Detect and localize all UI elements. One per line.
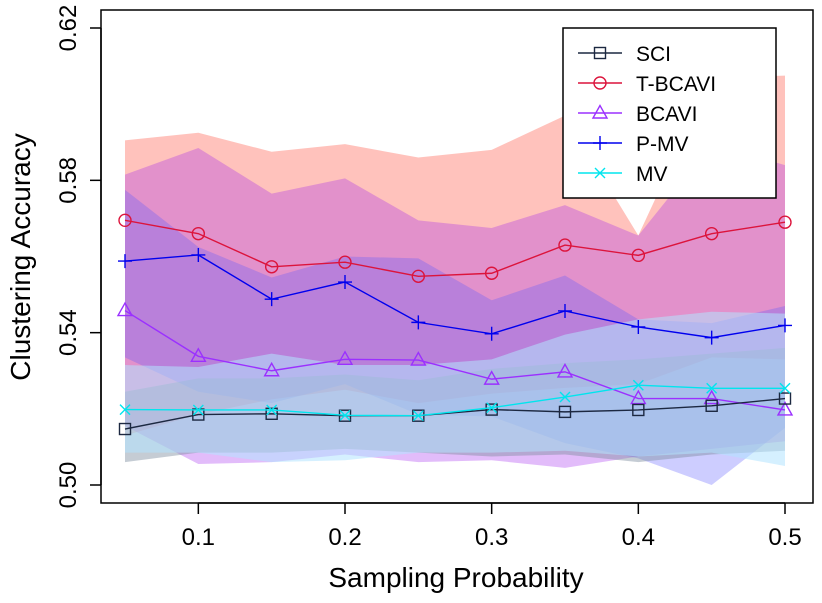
bcavi-point [630,389,647,405]
legend-entry-sci: SCI [578,43,671,66]
p-mv-point [264,292,279,307]
sci-point [778,392,792,405]
bcavi-point [116,301,134,317]
y-axis-title: Clustering Accuracy [5,133,36,380]
legend-label: BCAVI [636,103,697,126]
legend-marker [593,76,607,90]
t-bcavi-point [484,266,499,280]
legend-label: T-BCAVI [636,73,716,96]
bcavi-point [410,351,427,366]
mv-point [192,404,204,416]
p-mv-point [411,315,426,330]
legend-marker [591,104,609,119]
sci-point [632,403,645,417]
mv-point [486,402,498,414]
bcavi-point [703,389,720,405]
mv-series [119,379,791,422]
t-bcavi-point [631,248,646,263]
mv-point [706,382,718,394]
legend-entry-bcavi: BCAVI [578,103,697,126]
p-mv-point [118,254,132,269]
sci-line [124,397,786,430]
mv-point [559,391,571,403]
x-tick-label: 0.4 [622,524,655,551]
sci-series [118,392,792,436]
legend-label: SCI [636,43,671,66]
bcavi-line [124,309,786,411]
y-tick-label: 0.54 [55,309,82,356]
t-bcavi-point [778,215,792,229]
t-bcavi-point [118,213,132,228]
y-tick-label: 0.62 [55,5,82,52]
y-tick-label: 0.50 [55,462,82,509]
x-axis: 0.1 0.2 0.3 0.4 0.5 [182,502,802,551]
t-bcavi-point [264,260,279,274]
legend-marker [593,46,607,60]
y-tick-label: 0.58 [55,157,82,204]
t-bcavi-series [118,213,792,284]
mv-point [412,410,424,422]
t-bcavi-point [338,255,352,269]
p-mv-point [338,275,352,290]
bcavi-point [483,370,500,385]
t-bcavi-point [558,238,572,252]
legend-label: P-MV [636,133,689,156]
legend-entry-p-mv: P-MV [578,133,689,156]
confidence-bands [125,75,785,485]
x-tick-label: 0.5 [768,524,801,551]
sci-point [265,407,278,420]
t-bcavi-point [411,269,426,284]
t-bcavi-point [704,226,719,241]
legend-label: MV [636,163,668,186]
p-mv-point [631,319,646,334]
bcavi-point [556,362,574,378]
sci-point [118,422,132,436]
bcavi-point [263,361,280,377]
mv-point [339,409,351,421]
x-tick-label: 0.1 [182,524,215,551]
legend-marker [594,167,606,179]
mv-point [266,404,278,416]
mv-point [119,404,131,416]
bcavi-series [116,301,794,416]
mv-point [779,382,791,394]
mv-line [124,384,785,417]
legend-entry-mv: MV [578,163,668,186]
p-mv-series [118,247,792,345]
p-mv-line [124,254,786,339]
p-mv-point [191,247,206,262]
x-tick-label: 0.3 [475,524,508,551]
x-tick-label: 0.2 [328,524,361,551]
t-bcavi-line [124,219,786,278]
p-mv-point [484,326,499,341]
p-mv-point [704,330,719,345]
bcavi-point [776,401,794,416]
mv-point [632,379,644,391]
t-bcavi-point [191,226,206,241]
x-axis-title: Sampling Probability [328,562,583,593]
y-axis: 0.50 0.54 0.58 0.62 [55,5,102,509]
p-mv-point [778,318,792,333]
series-lines [116,213,794,436]
legend-entry-t-bcavi: T-BCAVI [578,73,716,96]
p-mv-point [558,303,572,318]
sci-point [558,405,572,419]
mv-band [125,311,785,466]
legend: SCI T-BCAVI BCAVI P-MV MV [562,27,777,199]
sci-point [705,399,718,412]
bcavi-point [190,347,207,362]
bcavi-point [336,350,354,366]
sci-point [485,403,498,416]
legend-marker [593,136,607,150]
